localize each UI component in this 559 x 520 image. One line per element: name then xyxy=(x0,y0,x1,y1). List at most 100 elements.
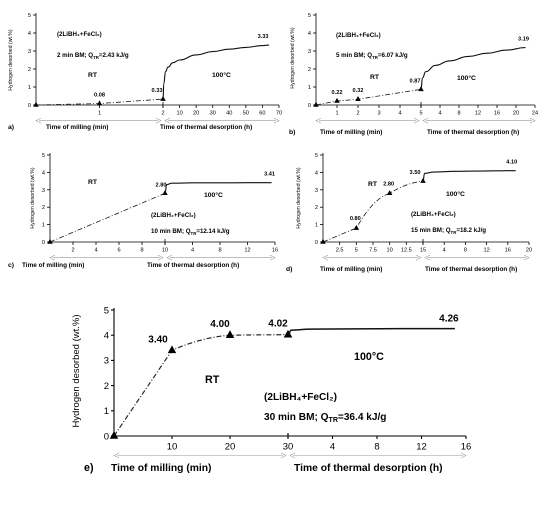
x-axis-label-milling: Time of milling (min) xyxy=(320,129,382,136)
desorption-series-line xyxy=(422,170,516,182)
x-tick-label-milling: 5 xyxy=(419,111,422,117)
y-tick-label: 1 xyxy=(104,406,109,417)
milling-point-marker xyxy=(334,97,340,103)
milling-range-arrow-head-right xyxy=(280,452,287,459)
x-tick-label-desorption: 4 xyxy=(191,248,194,254)
x-tick-label-desorption: 4 xyxy=(443,248,446,254)
milling-range-arrow-head-right xyxy=(413,117,420,124)
x-tick-label-milling: 30 xyxy=(283,442,294,453)
x-tick-label-milling: 10 xyxy=(167,442,178,453)
x-tick-label-milling: 10 xyxy=(387,248,393,254)
y-tick-label: 3 xyxy=(42,188,45,194)
desorption-range-arrow-head-left xyxy=(166,254,173,261)
composition-label: (2LiBH₄+FeCl₂) xyxy=(411,211,456,218)
panel-label: a) xyxy=(8,124,14,131)
milling-range-arrow-head-left xyxy=(49,254,56,261)
end-value-label: 3.19 xyxy=(518,37,529,43)
x-tick-label-desorption: 16 xyxy=(505,248,511,254)
milling-value-label: 0.08 xyxy=(94,93,105,99)
milling-range-arrow-head-left xyxy=(113,452,120,459)
milling-value-label: 2.80 xyxy=(383,181,394,187)
x-tick-label-desorption: 12 xyxy=(416,442,427,453)
x-tick-label-milling: 7.5 xyxy=(369,248,377,254)
y-tick-label: 5 xyxy=(308,13,311,19)
desorption-range-arrow-head-left xyxy=(422,117,429,124)
x-tick-label-milling: 3 xyxy=(377,111,380,117)
y-axis-label: Hydrogen desorbed (wt.%) xyxy=(30,167,36,228)
milling-value-label: 0.22 xyxy=(332,90,343,96)
x-axis-label-milling: Time of milling (min) xyxy=(46,124,108,131)
y-tick-label: 4 xyxy=(42,170,45,176)
end-value-label: 4.26 xyxy=(439,314,459,325)
y-tick-label: 0 xyxy=(28,103,31,109)
milling-point-marker xyxy=(355,96,361,101)
desorption-series-line xyxy=(287,327,455,336)
rt-label: RT xyxy=(368,181,378,188)
x-tick-label-milling: 8 xyxy=(140,248,143,254)
temperature-label: 100°C xyxy=(446,190,465,198)
milling-point-marker xyxy=(313,101,319,107)
y-tick-label: 3 xyxy=(28,49,31,55)
milling-range-arrow-head-right xyxy=(155,117,162,124)
y-axis-label: Hydrogen desorbed (wt.%) xyxy=(8,29,14,90)
milling-point-marker xyxy=(283,329,293,338)
y-tick-label: 1 xyxy=(28,85,31,91)
x-axis-label-milling: Time of milling (min) xyxy=(111,463,212,474)
x-tick-label-desorption: 12 xyxy=(244,248,250,254)
x-tick-label-desorption: 20 xyxy=(513,111,519,117)
desorption-range-arrow-head-right xyxy=(460,452,467,459)
x-tick-label-desorption: 30 xyxy=(210,111,216,117)
x-axis-label-desorption: Time of thermal desorption (h) xyxy=(160,124,252,131)
x-tick-label-desorption: 24 xyxy=(532,111,538,117)
x-tick-label-desorption: 8 xyxy=(457,111,460,117)
x-tick-label-desorption: 50 xyxy=(243,111,249,117)
desorption-range-arrow-head-right xyxy=(273,117,280,124)
y-tick-label: 0 xyxy=(104,431,109,442)
x-axis-label-desorption: Time of thermal desorption (h) xyxy=(294,463,443,474)
x-tick-label-milling: 10 xyxy=(162,248,168,254)
chart-panel-a: 0 1 2 3 4 5 1 2 10 20 30 40 50 60 70 0.08 0.33 3.33 Hydrog… xyxy=(8,13,282,131)
composition-label: (2LiBH₄+FeCl₂) xyxy=(57,31,102,38)
y-tick-label: 0 xyxy=(315,240,318,246)
temperature-label: 100°C xyxy=(354,351,384,363)
milling-series-line xyxy=(315,88,422,106)
x-tick-label-milling: 4 xyxy=(94,248,97,254)
x-tick-label-desorption: 16 xyxy=(494,111,500,117)
desorption-series-line xyxy=(162,44,270,100)
y-tick-label: 2 xyxy=(28,67,31,73)
rt-label: RT xyxy=(370,74,380,81)
x-tick-label-desorption: 16 xyxy=(461,442,472,453)
milling-point-marker xyxy=(353,224,360,230)
x-tick-label-milling: 1 xyxy=(98,111,101,117)
x-axis-label-milling: Time of milling (min) xyxy=(320,266,382,273)
x-tick-label-milling: 12.5 xyxy=(401,248,412,254)
x-tick-label-milling: 4 xyxy=(398,111,401,117)
x-axis-label-desorption: Time of thermal desorption (h) xyxy=(147,262,239,269)
milling-point-marker xyxy=(225,330,235,338)
milling-series-line xyxy=(49,192,166,243)
y-tick-label: 4 xyxy=(308,31,311,37)
composition-label: (2LiBH₄+FeCl₂) xyxy=(336,32,381,39)
panel-label: b) xyxy=(289,129,295,136)
y-tick-label: 3 xyxy=(308,49,311,55)
y-tick-label: 4 xyxy=(315,170,318,176)
end-value-label: 3.41 xyxy=(264,172,275,178)
milling-energy-label: 30 min BM; QTR=36.4 kJ/g xyxy=(264,412,386,424)
panel-label: e) xyxy=(84,462,94,474)
y-tick-label: 2 xyxy=(315,205,318,211)
y-tick-label: 1 xyxy=(308,85,311,91)
x-axis-label-desorption: Time of thermal desorption (h) xyxy=(425,266,517,273)
milling-value-label: 0.32 xyxy=(353,88,364,94)
y-tick-label: 3 xyxy=(104,356,109,367)
x-tick-label-milling: 6 xyxy=(117,248,120,254)
desorption-range-arrow-head-left xyxy=(164,117,171,124)
milling-point-marker xyxy=(167,345,177,354)
milling-range-arrow-head-left xyxy=(322,254,329,261)
rt-label: RT xyxy=(205,374,220,386)
y-tick-label: 0 xyxy=(42,240,45,246)
y-tick-label: 4 xyxy=(28,31,31,37)
milling-value-label: 3.40 xyxy=(148,334,168,345)
